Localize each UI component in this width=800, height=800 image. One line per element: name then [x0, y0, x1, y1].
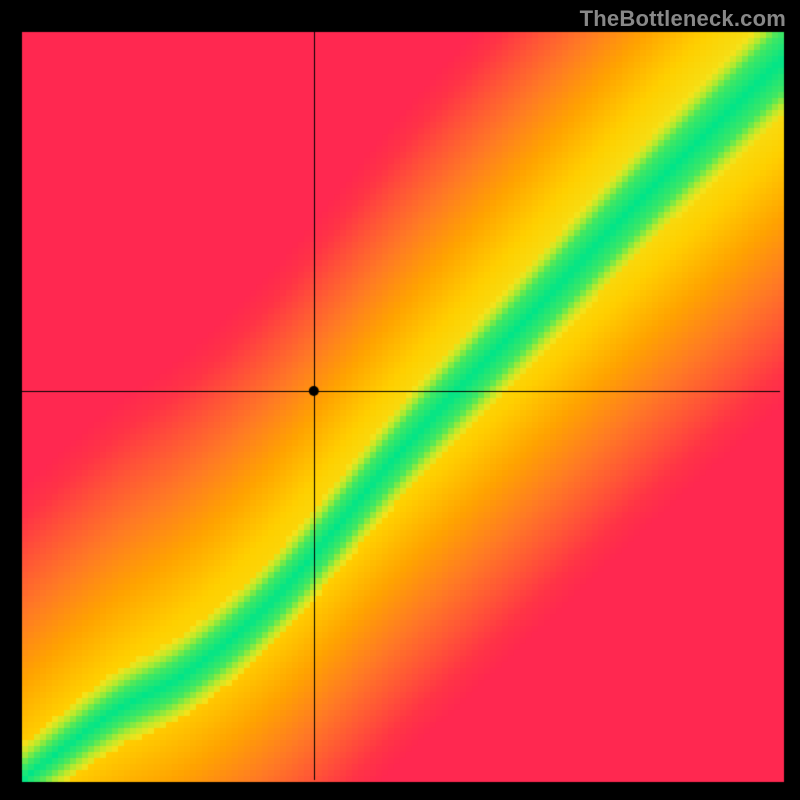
chart-container: TheBottleneck.com [0, 0, 800, 800]
watermark-label: TheBottleneck.com [580, 6, 786, 32]
heatmap-canvas [0, 0, 800, 800]
